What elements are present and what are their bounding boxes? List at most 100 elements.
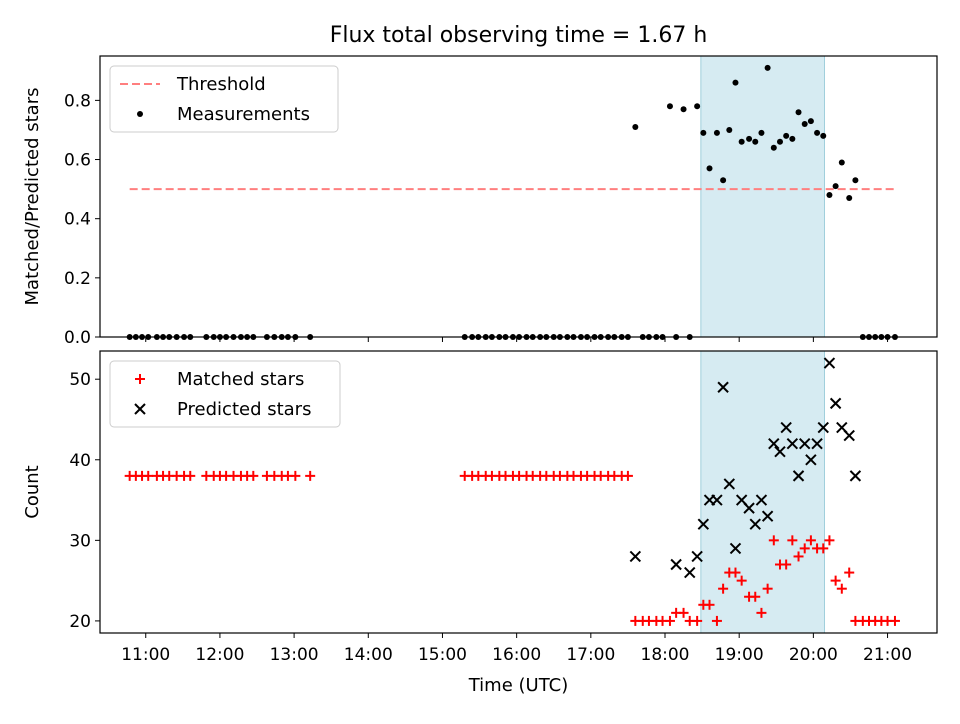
matched-stars-point-71	[768, 535, 779, 546]
measurements-point-77	[807, 118, 814, 125]
predicted-stars-point-14	[755, 494, 768, 506]
predicted-stars-point-18-b	[780, 421, 792, 434]
bot-legend-swatch-predicted-stars-b	[134, 403, 146, 415]
x-axis-label: Time (UTC)	[468, 675, 569, 696]
predicted-stars-point-1-b	[629, 550, 642, 563]
matched-stars-point-68	[750, 591, 761, 602]
predicted-stars-point-14-b	[755, 494, 768, 506]
top-legend: Threshold Measurements	[109, 65, 339, 133]
x-tick-label-8: 18:00	[641, 645, 690, 665]
measurements-point-81	[832, 183, 839, 190]
chart-title: Flux total observing time = 1.67 h	[330, 23, 708, 48]
predicted-stars-point-23-b	[811, 437, 823, 450]
bot-y-tick-label-2: 30	[69, 531, 91, 551]
measurements-point-63	[720, 177, 727, 184]
measurements-point-76	[801, 121, 808, 128]
measurements-point-75	[795, 109, 802, 116]
matched-stars-point-61	[704, 599, 715, 610]
matched-stars-point-69	[756, 607, 767, 618]
matched-stars-point-63	[718, 583, 729, 594]
matched-stars-point-65	[730, 567, 741, 578]
predicted-stars-point-26	[829, 397, 842, 410]
bottom-axes: 20 30 40 50 11:00 12:00 13:00 14:00 15:00 16:00 17…	[69, 350, 938, 665]
predicted-stars-point-19-b	[786, 437, 799, 450]
x-tick-label-1: 11:00	[121, 645, 170, 665]
top-axes-frame	[99, 55, 938, 338]
predicted-stars-point-10-b	[729, 542, 742, 555]
measurements-point-64	[726, 126, 733, 133]
matched-stars-point-75	[793, 551, 804, 562]
predicted-stars-point-29	[849, 470, 862, 482]
x-tick-label-6: 16:00	[492, 645, 541, 665]
matched-stars-point-18	[248, 470, 259, 481]
predicted-stars-point-28-b	[843, 429, 855, 442]
predicted-stars-point-12	[743, 502, 755, 514]
matched-stars-point-73	[781, 559, 792, 570]
predicted-stars-point-18	[780, 421, 792, 434]
bot-legend-swatch-matched-stars	[135, 374, 145, 384]
predicted-stars-point-21	[799, 437, 811, 450]
bot-legend-box	[109, 360, 341, 428]
predicted-stars-point-13	[749, 518, 761, 530]
matched-stars-point-62	[711, 615, 722, 626]
predicted-stars-point-8-b	[717, 381, 729, 393]
matched-stars-point-10	[185, 470, 196, 481]
top-y-tick-label-3: 0.4	[64, 210, 91, 230]
predicted-stars-point-26-b	[829, 397, 842, 410]
bottom-marks	[124, 357, 900, 626]
matched-stars-point-77	[805, 535, 816, 546]
predicted-stars-point-24	[817, 421, 829, 434]
measurements-point-60	[700, 129, 707, 136]
predicted-stars-point-23	[811, 437, 823, 450]
top-y-axis-label: Matched/Predicted stars	[22, 88, 43, 306]
x-tick-label-11: 21:00	[863, 645, 912, 665]
matched-stars-point-90	[889, 615, 900, 626]
top-legend-label-threshold: Threshold	[176, 74, 266, 95]
matched-stars-point-55	[664, 615, 675, 626]
predicted-stars-point-5-b	[697, 518, 710, 530]
predicted-stars-point-10	[729, 542, 742, 555]
top-y-tick-label-1: 0.0	[64, 328, 91, 348]
matched-stars-point-83	[844, 567, 855, 578]
top-y-tick-label-2: 0.2	[64, 269, 91, 289]
bot-y-tick-label-3: 40	[69, 451, 91, 471]
predicted-stars-point-5	[697, 518, 710, 530]
bot-legend-swatch-predicted-stars	[134, 403, 146, 415]
measurements-point-67	[746, 135, 753, 142]
top-y-tick-label-5: 0.8	[64, 91, 91, 111]
predicted-stars-point-16	[768, 437, 780, 450]
matched-stars-point-76	[799, 543, 810, 554]
top-legend-box	[109, 65, 339, 133]
predicted-stars-point-25-b	[823, 357, 836, 369]
predicted-stars-point-20-b	[792, 470, 805, 482]
measurements-point-70	[764, 64, 771, 71]
predicted-stars-point-9	[723, 478, 736, 490]
x-tick-label-3: 13:00	[270, 645, 319, 665]
predicted-stars-point-22-b	[805, 454, 817, 466]
matched-stars-point-49	[622, 470, 633, 481]
predicted-stars-point-24-b	[817, 421, 829, 434]
matched-stars-point-66	[736, 575, 747, 586]
predicted-stars-point-13-b	[749, 518, 761, 530]
top-axes: 0.0 0.2 0.4 0.6 0.8	[64, 55, 938, 348]
matched-stars-point-70	[762, 583, 773, 594]
measurements-point-59	[694, 103, 701, 110]
measurements-point-71	[770, 144, 777, 151]
measurements-point-65	[732, 79, 739, 86]
measurements-point-66	[738, 138, 745, 145]
measurements-point-72	[776, 138, 783, 145]
measurements-point-73	[783, 132, 790, 139]
predicted-stars-point-7	[711, 494, 723, 506]
top-legend-swatch-measurements	[137, 111, 143, 117]
matched-stars-point-80	[824, 535, 835, 546]
predicted-stars-point-16-b	[768, 437, 780, 450]
measurements-point-61	[706, 165, 713, 172]
predicted-stars-point-2-b	[670, 558, 682, 571]
measurements-point-80	[826, 192, 833, 199]
predicted-stars-point-7-b	[711, 494, 723, 506]
matched-stars-point-81	[830, 575, 841, 586]
predicted-stars-point-3-b	[684, 566, 696, 579]
matched-stars-point-74	[787, 535, 798, 546]
